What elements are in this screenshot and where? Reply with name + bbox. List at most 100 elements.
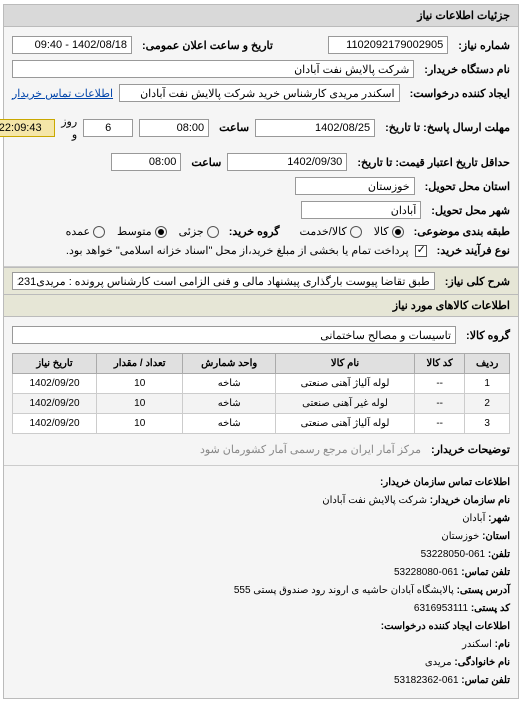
- purchase-type-checkbox[interactable]: [416, 245, 428, 257]
- desc-input[interactable]: [13, 272, 436, 290]
- col-date: تاریخ نیاز: [14, 354, 98, 374]
- delivery-province-input[interactable]: [296, 177, 416, 195]
- main-panel: جزئیات اطلاعات نیاز شماره نیاز: تاریخ و …: [4, 4, 520, 699]
- table-cell: 2: [466, 394, 511, 414]
- group-radio-group: جزئی متوسط عمده: [67, 225, 220, 238]
- city-label: شهر:: [489, 513, 511, 524]
- city-value: آبادان: [463, 513, 486, 524]
- radio-motevaset[interactable]: [156, 226, 168, 238]
- response-time-input[interactable]: [140, 119, 210, 137]
- table-cell: 10: [98, 414, 184, 434]
- radio-jozi-label: جزئی: [180, 225, 205, 238]
- table-cell: شاخه: [184, 414, 277, 434]
- contact-title: اطلاعات تماس سازمان خریدار:: [381, 477, 511, 488]
- purchase-type-text: پرداخت تمام یا بخشی از مبلغ خرید،از محل …: [67, 244, 410, 257]
- radio-khadamat[interactable]: [351, 226, 363, 238]
- table-cell: شاخه: [184, 374, 277, 394]
- goods-table: ردیف کد کالا نام کالا واحد شمارش تعداد /…: [13, 353, 511, 434]
- table-cell: لوله غیر آهنی صنعتی: [276, 394, 415, 414]
- time-label-1: ساعت: [220, 121, 250, 134]
- phone-value: 061-53228050: [422, 549, 487, 560]
- org-value: شرکت پالایش نفت آبادان: [323, 495, 428, 506]
- table-cell: --: [416, 394, 466, 414]
- validity-date-input[interactable]: [228, 153, 348, 171]
- contact-block: اطلاعات تماس سازمان خریدار: نام سازمان خ…: [5, 466, 519, 698]
- table-cell: لوله آلیاژ آهنی صنعتی: [276, 374, 415, 394]
- postal-label: کد پستی:: [472, 603, 511, 614]
- radio-kala[interactable]: [393, 226, 405, 238]
- goods-desc-value: مرکز آمار ایران مرجع رسمی آمار کشورمان ش…: [201, 443, 422, 456]
- public-datetime-input[interactable]: [13, 36, 133, 54]
- goods-desc-label: توضیحات خریدار:: [432, 443, 511, 456]
- clname-value: مریدی: [426, 657, 453, 668]
- request-number-input[interactable]: [329, 36, 449, 54]
- creator-heading: اطلاعات ایجاد کننده درخواست:: [382, 621, 511, 632]
- col-name: نام کالا: [276, 354, 415, 374]
- col-code: کد کالا: [416, 354, 466, 374]
- fax-value: 061-53228080: [395, 567, 460, 578]
- buyer-org-label: نام دستگاه خریدار:: [425, 63, 511, 76]
- table-cell: لوله آلیاژ آهنی صنعتی: [276, 414, 415, 434]
- address-label: آدرس پستی:: [458, 585, 511, 596]
- clname-label: نام خانوادگی:: [455, 657, 511, 668]
- table-cell: 1402/09/20: [14, 374, 98, 394]
- table-row: 1--لوله آلیاژ آهنی صنعتیشاخه101402/09/20: [14, 374, 511, 394]
- postal-value: 6316953111: [415, 603, 469, 614]
- province-value: خوزستان: [442, 531, 480, 542]
- table-cell: --: [416, 374, 466, 394]
- col-unit: واحد شمارش: [184, 354, 277, 374]
- province-label: استان:: [483, 531, 511, 542]
- table-cell: 3: [466, 414, 511, 434]
- buyer-org-input[interactable]: [13, 60, 415, 78]
- radio-motevaset-label: متوسط: [118, 225, 153, 238]
- goods-group-input[interactable]: [13, 326, 457, 344]
- desc-section: شرح کلی نیاز:: [5, 267, 519, 295]
- org-label: نام سازمان خریدار:: [431, 495, 511, 506]
- request-creator-input[interactable]: [120, 84, 401, 102]
- phone-label: تلفن:: [489, 549, 511, 560]
- validity-label: حداقل تاریخ اعتبار قیمت: تا تاریخ:: [358, 156, 511, 169]
- type-radio-group: کالا کالا/خدمت: [301, 225, 405, 238]
- table-row: 2--لوله غیر آهنی صنعتیشاخه101402/09/20: [14, 394, 511, 414]
- goods-group-label: گروه کالا:: [467, 329, 511, 342]
- form-section: شماره نیاز: تاریخ و ساعت اعلان عمومی: نا…: [5, 27, 519, 267]
- goods-header: اطلاعات کالاهای مورد نیاز: [5, 295, 519, 317]
- radio-kala-label: کالا: [375, 225, 390, 238]
- budget-class-label: طبقه بندی موضوعی:: [415, 225, 511, 238]
- purchase-type-label: نوع فرآیند خرید:: [438, 244, 511, 257]
- col-row: ردیف: [466, 354, 511, 374]
- time-label-2: ساعت: [192, 156, 222, 169]
- table-cell: 1402/09/20: [14, 394, 98, 414]
- table-cell: 1: [466, 374, 511, 394]
- radio-khadamat-label: کالا/خدمت: [301, 225, 348, 238]
- buyer-contact-link[interactable]: اطلاعات تماس خریدار: [13, 87, 114, 100]
- cname-label: نام:: [496, 639, 511, 650]
- table-cell: شاخه: [184, 394, 277, 414]
- response-date-input[interactable]: [256, 119, 376, 137]
- cname-value: اسکندر: [463, 639, 493, 650]
- request-creator-label: ایجاد کننده درخواست:: [411, 87, 511, 100]
- address-value: پالایشگاه آبادان حاشیه ی اروند رود صندوق…: [235, 585, 455, 596]
- request-number-label: شماره نیاز:: [459, 39, 511, 52]
- delivery-city-label: شهر محل تحویل:: [432, 204, 511, 217]
- table-cell: --: [416, 414, 466, 434]
- radio-omde-label: عمده: [67, 225, 91, 238]
- validity-time-input[interactable]: [112, 153, 182, 171]
- table-cell: 10: [98, 374, 184, 394]
- public-datetime-label: تاریخ و ساعت اعلان عمومی:: [143, 39, 274, 52]
- radio-jozi[interactable]: [208, 226, 220, 238]
- cphone-value: 061-53182362: [395, 675, 460, 686]
- days-label: روز و: [62, 115, 78, 141]
- panel-header: جزئیات اطلاعات نیاز: [5, 5, 519, 27]
- radio-omde[interactable]: [94, 226, 106, 238]
- countdown-input: [0, 119, 56, 137]
- table-cell: 1402/09/20: [14, 414, 98, 434]
- desc-label: شرح کلی نیاز:: [446, 275, 511, 288]
- delivery-province-label: استان محل تحویل:: [426, 180, 511, 193]
- response-deadline-label: مهلت ارسال پاسخ: تا تاریخ:: [386, 121, 511, 134]
- table-row: 3--لوله آلیاژ آهنی صنعتیشاخه101402/09/20: [14, 414, 511, 434]
- table-cell: 10: [98, 394, 184, 414]
- fax-label: تلفن تماس:: [462, 567, 511, 578]
- days-remaining-input[interactable]: [84, 119, 134, 137]
- delivery-city-input[interactable]: [302, 201, 422, 219]
